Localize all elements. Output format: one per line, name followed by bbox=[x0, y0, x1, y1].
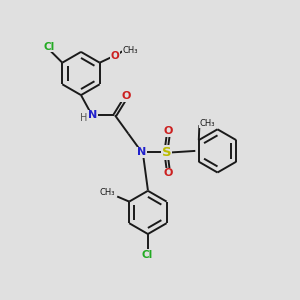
Text: CH₃: CH₃ bbox=[100, 188, 115, 197]
Text: O: O bbox=[110, 51, 119, 61]
Text: O: O bbox=[164, 168, 173, 178]
Text: O: O bbox=[121, 91, 130, 101]
Text: N: N bbox=[137, 147, 146, 158]
Text: S: S bbox=[162, 146, 171, 159]
Text: Cl: Cl bbox=[44, 41, 55, 52]
Text: H: H bbox=[80, 113, 88, 123]
Text: CH₃: CH₃ bbox=[123, 46, 138, 55]
Text: Cl: Cl bbox=[142, 250, 153, 260]
Text: O: O bbox=[164, 126, 173, 136]
Text: CH₃: CH₃ bbox=[200, 118, 215, 127]
Text: N: N bbox=[88, 110, 97, 120]
